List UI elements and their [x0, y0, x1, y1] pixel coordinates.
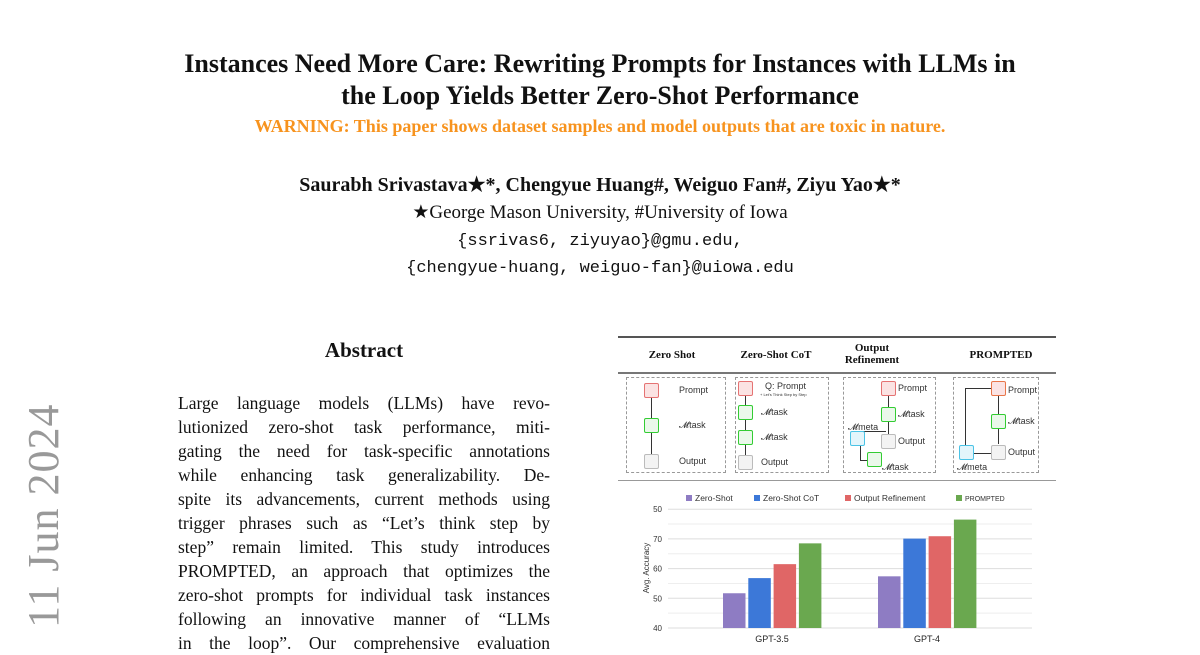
- email-line-2: {chengyue-huang, weiguo-fan}@uiowa.edu: [406, 259, 794, 278]
- output-box: [881, 434, 896, 449]
- bar-output-refinement: [773, 564, 797, 628]
- legend-swatch: [845, 495, 851, 501]
- y-tick-label: 50: [653, 594, 662, 603]
- q-prompt-label: Q: Prompt: [765, 381, 807, 391]
- m-meta-label: 𝓜meta: [848, 422, 879, 432]
- y-axis-label: Avg. Accuracy: [642, 543, 651, 594]
- bar-zero-shot: [723, 593, 746, 628]
- bar-zero-shot: [878, 576, 901, 628]
- abstract-line: lutionized zero-shot task performance, m…: [178, 417, 550, 437]
- legend-label: Zero-Shot: [695, 493, 733, 503]
- header-output-refinement: Output Refinement: [844, 342, 900, 366]
- m-task-label: 𝓜task: [761, 432, 788, 442]
- x-tick-label: GPT-3.5: [755, 634, 789, 644]
- panel-output-refinement: Prompt 𝓜task Output 𝓜meta 𝓜task: [843, 377, 936, 473]
- bar-prompted: [953, 519, 977, 628]
- legend-swatch: [754, 495, 760, 501]
- m-task-label: 𝓜task: [761, 407, 788, 417]
- m-task-label: 𝓜task: [1008, 416, 1035, 426]
- legend-swatch: [956, 495, 962, 501]
- cot-trigger-label: + Let's Think Step by Step: [760, 392, 807, 397]
- abstract-line: zero-shot prompts for individual task in…: [178, 585, 550, 605]
- m-task-label: 𝓜task: [679, 420, 706, 430]
- panel-zero-shot: Prompt 𝓜task Output: [626, 377, 726, 473]
- prompt-box: [644, 383, 659, 398]
- meta-model-box: [850, 431, 865, 446]
- model-box: [867, 452, 882, 467]
- abstract-line: while enhancing task generalizability. D…: [178, 465, 550, 485]
- model-box: [881, 407, 896, 422]
- meta-model-box: [959, 445, 974, 460]
- abstract-line: PROMPTED, an approach that optimizes the: [178, 561, 550, 581]
- abstract-line: following an innovative manner of “LLMs: [178, 609, 550, 629]
- output-box: [738, 455, 753, 470]
- m-task-label: 𝓜task: [882, 462, 909, 472]
- abstract-line: trigger phrases such as “Let’s think ste…: [178, 513, 550, 533]
- m-task-label: 𝓜task: [898, 409, 925, 419]
- y-tick-label: 40: [653, 624, 662, 633]
- legend-label: PROMPTED: [965, 496, 1005, 503]
- model-box: [738, 405, 753, 420]
- prompt-label: Prompt: [898, 383, 928, 393]
- bar-prompted: [798, 543, 822, 628]
- prompt-label: Prompt: [679, 385, 709, 395]
- abstract-line: Large language models (LLMs) have revo-: [178, 393, 550, 413]
- header-prompted: PROMPTED: [969, 349, 1033, 361]
- abstract-line: spite its advancements, current methods …: [178, 489, 550, 509]
- panel-zero-shot-cot: Q: Prompt + Let's Think Step by Step 𝓜ta…: [735, 377, 829, 473]
- prompt-box: [991, 381, 1006, 396]
- bar-output-refinement: [928, 536, 952, 628]
- affiliations: ★George Mason University, #University of…: [412, 202, 788, 223]
- abstract-line: gating the need for task-specific annota…: [178, 441, 550, 461]
- bar-zero-shot-cot: [903, 538, 926, 628]
- y-tick-label: 50: [653, 505, 662, 514]
- prompt-box: [738, 381, 753, 396]
- legend-swatch: [686, 495, 692, 501]
- content-warning: WARNING: This paper shows dataset sample…: [254, 116, 946, 136]
- model-box: [738, 430, 753, 445]
- model-box: [644, 418, 659, 433]
- model-box: [991, 414, 1006, 429]
- panel-prompted: Prompt 𝓜task Output 𝓜meta: [953, 377, 1039, 473]
- y-tick-label: 70: [653, 535, 662, 544]
- email-line-1: {ssrivas6, ziyuyao}@gmu.edu,: [457, 232, 743, 251]
- prompt-box: [881, 381, 896, 396]
- legend-label: Zero-Shot CoT: [763, 493, 819, 503]
- abstract-heading: Abstract: [324, 338, 404, 362]
- output-label: Output: [679, 456, 707, 466]
- output-box: [644, 454, 659, 469]
- bar-zero-shot-cot: [748, 578, 771, 628]
- m-meta-label: 𝓜meta: [957, 462, 988, 472]
- legend-label: Output Refinement: [854, 493, 926, 503]
- x-tick-label: GPT-4: [914, 634, 940, 644]
- output-label: Output: [1008, 447, 1036, 457]
- y-tick-label: 60: [653, 565, 662, 574]
- prompt-label: Prompt: [1008, 385, 1038, 395]
- abstract-line: step” remain limited. This study introdu…: [178, 537, 550, 557]
- header-zero-shot: Zero Shot: [648, 349, 696, 361]
- output-box: [991, 445, 1006, 460]
- output-label: Output: [898, 436, 926, 446]
- authors: Saurabh Srivastava★*, Chengyue Huang#, W…: [299, 174, 901, 196]
- header-zero-shot-cot: Zero-Shot CoT: [740, 349, 812, 361]
- output-label: Output: [761, 457, 789, 467]
- paper-title: Instances Need More Care: Rewriting Prom…: [184, 49, 1016, 110]
